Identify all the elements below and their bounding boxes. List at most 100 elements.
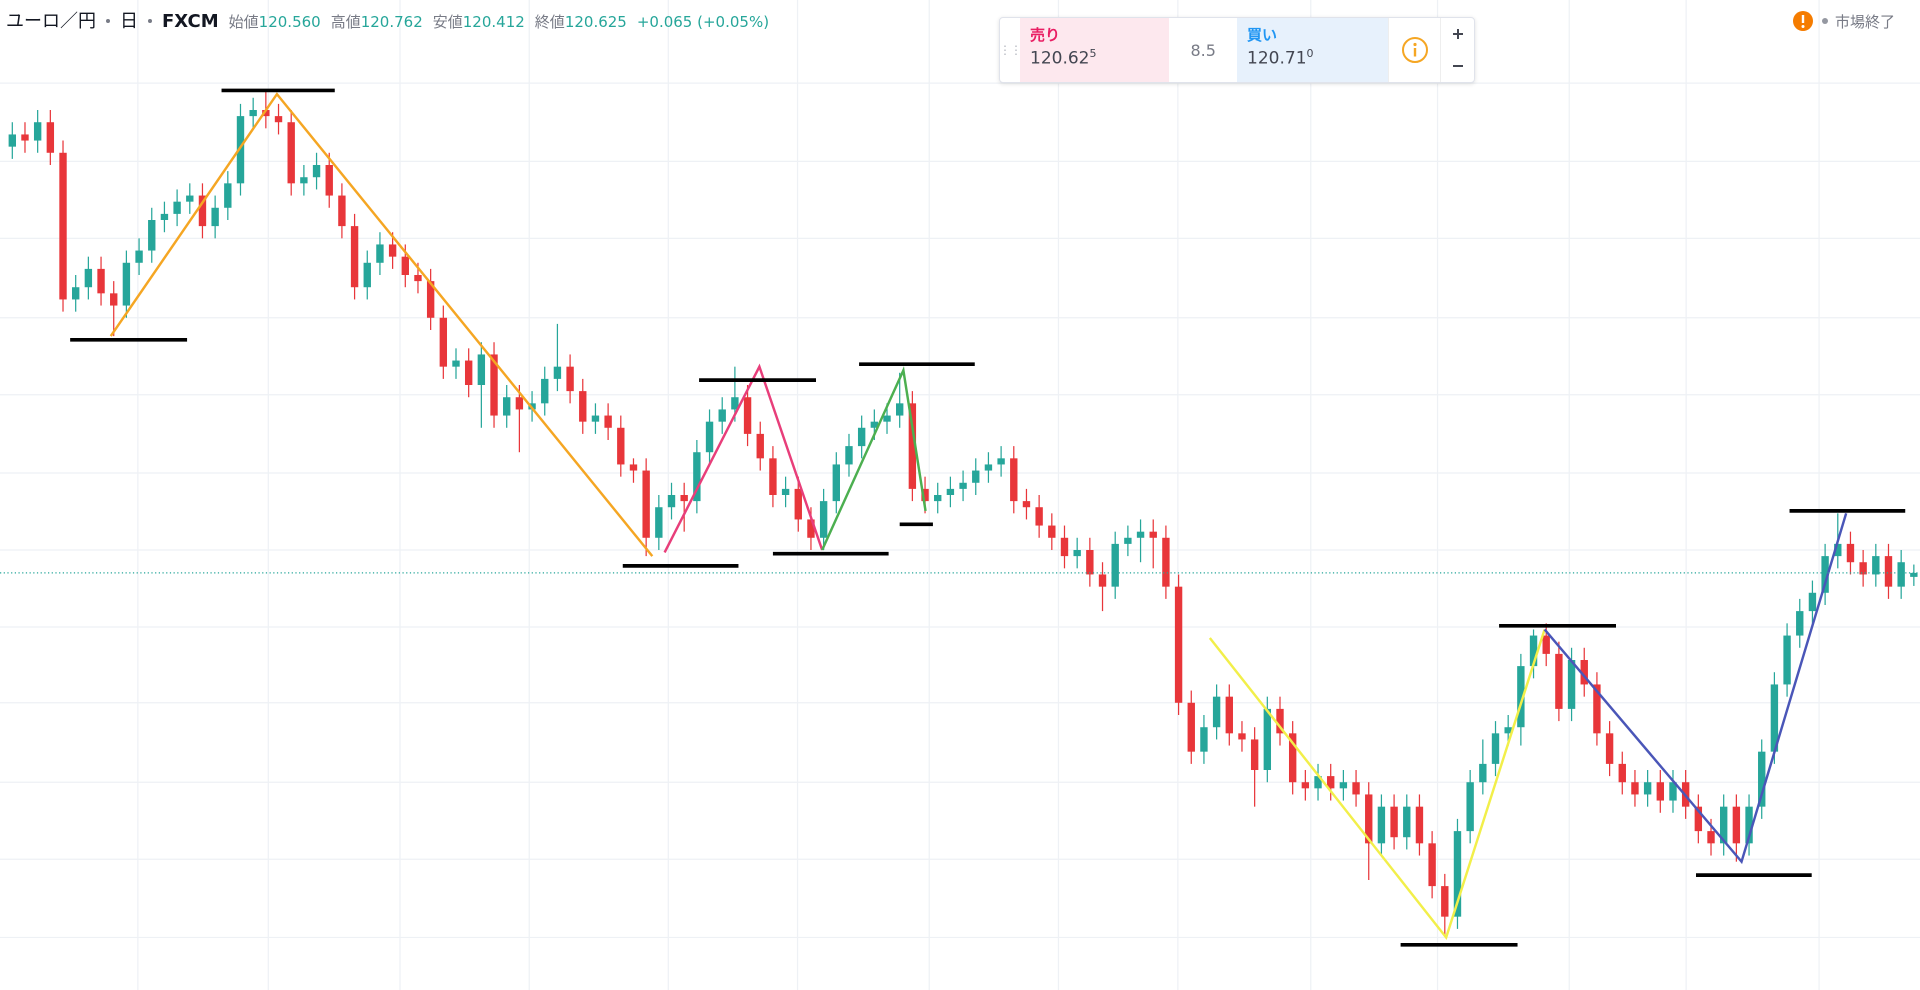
candle-body	[1897, 562, 1905, 587]
candle-body	[1605, 733, 1614, 764]
spread: 8.5	[1190, 40, 1216, 60]
candle-body	[1567, 660, 1576, 709]
buy-price-main: 120.71	[1247, 48, 1307, 69]
candle-body	[363, 262, 371, 288]
candle-body	[1010, 458, 1018, 502]
candle-body	[731, 397, 739, 410]
candle-body	[1174, 586, 1183, 703]
candle-body	[1821, 556, 1829, 593]
candle-body	[1643, 782, 1652, 795]
candle-body	[312, 165, 321, 178]
plus-button[interactable]	[1452, 28, 1464, 40]
candle-body	[553, 366, 562, 379]
candle-body	[959, 482, 967, 489]
candle-body	[617, 427, 625, 465]
candle-body	[743, 397, 752, 434]
sell-price: 120.625	[1030, 47, 1159, 69]
candle-body	[1098, 574, 1107, 587]
minus-button[interactable]	[1452, 60, 1464, 72]
candle-body	[1276, 708, 1284, 734]
candle-body	[84, 268, 93, 288]
candle-body	[338, 195, 346, 227]
separator	[106, 19, 110, 23]
candle-body	[1758, 751, 1766, 807]
candle-body	[1048, 525, 1056, 538]
candle-body	[186, 195, 194, 202]
ohlc-value: 120.625	[564, 13, 627, 31]
buy-button[interactable]: 買い 120.710	[1237, 18, 1389, 82]
candle-body	[1212, 696, 1221, 728]
candle-body	[1441, 886, 1449, 917]
ohlc-label: 高値	[330, 13, 361, 31]
candle-body	[1884, 556, 1893, 587]
sell-button[interactable]: 売り 120.625	[1020, 18, 1170, 82]
candle-body	[1149, 531, 1157, 538]
candle-body	[769, 458, 777, 495]
candle-body	[1555, 653, 1563, 709]
candle-body	[1618, 763, 1626, 783]
ohlc-label: 終値	[534, 13, 565, 31]
candle-body	[1834, 543, 1842, 557]
candle-body	[1796, 611, 1804, 636]
candle-body	[1415, 806, 1424, 844]
candle-body	[477, 354, 486, 385]
candle-body	[1529, 635, 1538, 667]
candle-body	[287, 122, 295, 184]
candle-body	[1580, 660, 1588, 685]
candle-body	[452, 360, 460, 367]
trend-line	[1208, 629, 1546, 941]
candle-body	[1339, 782, 1348, 789]
candle-body	[1669, 782, 1677, 801]
candle-body	[274, 116, 283, 123]
candle-body	[1060, 537, 1069, 557]
candle-body	[1390, 806, 1398, 838]
candle-body	[1872, 556, 1880, 575]
candle-body	[503, 397, 511, 416]
trend-line	[821, 366, 927, 551]
candle-body	[781, 488, 790, 495]
interval[interactable]: 日	[120, 11, 138, 32]
symbol-header: ユーロ／円 日 FXCM 始値 120.560 高値 120.762 安値 120.4…	[6, 7, 769, 33]
candle-body	[1365, 794, 1373, 844]
candle-body	[1403, 806, 1411, 838]
separator	[148, 19, 152, 23]
drawings	[109, 92, 1848, 941]
info-button[interactable]	[1388, 18, 1440, 82]
ohlc-value: 120.560	[258, 13, 321, 31]
candle-body	[1073, 550, 1081, 557]
candle-body	[414, 275, 422, 282]
candle-body	[579, 391, 587, 422]
change: +0.065 (+0.05%)	[636, 13, 770, 31]
symbol[interactable]: ユーロ／円	[6, 11, 96, 32]
candle-body	[1910, 572, 1918, 577]
candle-body	[1035, 507, 1043, 526]
candle-body	[173, 201, 181, 214]
candle-body	[33, 122, 42, 141]
candle-body	[1327, 776, 1335, 789]
candle-body	[819, 501, 828, 538]
candle-body	[1808, 592, 1817, 612]
drag-handle[interactable]: ⋮⋮	[999, 43, 1022, 57]
candle-body	[1783, 635, 1791, 685]
candle-body	[249, 110, 257, 117]
buy-label: 買い	[1247, 26, 1278, 44]
candle-body	[160, 213, 169, 220]
warning-icon[interactable]	[1792, 10, 1814, 32]
candle-body	[72, 287, 80, 300]
candle-body	[807, 519, 815, 538]
candle-body	[1694, 806, 1703, 832]
candle-body	[236, 116, 245, 184]
trade-panel: ⋮⋮ 売り 120.625 8.5 買い 120.710	[999, 17, 1475, 83]
candle-body	[1301, 782, 1310, 789]
candle-body	[401, 256, 409, 275]
ohlc-label: 始値	[228, 13, 259, 31]
candle-body	[300, 177, 308, 184]
candle-body	[1187, 702, 1195, 752]
candle-body	[97, 268, 105, 294]
buy-price: 120.710	[1247, 47, 1378, 69]
candle-body	[883, 415, 891, 422]
candle-body	[426, 281, 435, 318]
candle-body	[1859, 562, 1867, 575]
